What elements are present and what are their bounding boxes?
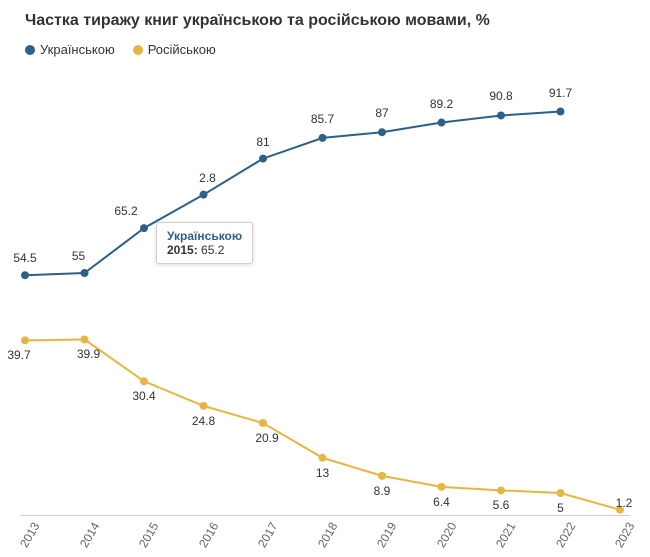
- series-line-0: [25, 112, 561, 276]
- series-point[interactable]: [319, 454, 327, 462]
- data-label: 81: [256, 135, 269, 149]
- data-label: 8.9: [374, 484, 391, 498]
- series-point[interactable]: [438, 119, 446, 127]
- series-point[interactable]: [378, 472, 386, 480]
- legend-marker-rus: [133, 45, 143, 55]
- data-label: 65.2: [114, 204, 137, 218]
- data-label: 30.4: [132, 389, 155, 403]
- data-label: 5: [557, 501, 564, 515]
- x-tick: 2018: [315, 520, 340, 550]
- plot-area: 2013201420152016201720182019202020212022…: [20, 75, 630, 516]
- x-tick: 2023: [612, 520, 637, 550]
- x-tick: 2017: [255, 520, 280, 550]
- series-point[interactable]: [557, 489, 565, 497]
- data-label: 39.9: [77, 347, 100, 361]
- series-point[interactable]: [438, 483, 446, 491]
- data-label: 2.8: [199, 171, 216, 185]
- x-tick: 2021: [493, 520, 518, 550]
- series-point[interactable]: [140, 377, 148, 385]
- series-point[interactable]: [557, 108, 565, 116]
- series-point[interactable]: [378, 128, 386, 136]
- series-line-1: [25, 339, 620, 509]
- legend: Українською Російською: [25, 42, 216, 57]
- x-tick: 2013: [17, 520, 42, 550]
- x-tick: 2014: [77, 520, 102, 550]
- legend-marker-ukr: [25, 45, 35, 55]
- series-point[interactable]: [497, 111, 505, 119]
- data-label: 55: [72, 249, 85, 263]
- series-point[interactable]: [81, 269, 89, 277]
- legend-label-rus: Російською: [148, 42, 216, 57]
- x-tick: 2022: [553, 520, 578, 550]
- data-label: 87: [375, 106, 388, 120]
- x-tick: 2019: [374, 520, 399, 550]
- series-point[interactable]: [497, 486, 505, 494]
- x-tick: 2015: [136, 520, 161, 550]
- legend-item-rus[interactable]: Російською: [133, 42, 216, 57]
- data-label: 6.4: [433, 495, 450, 509]
- series-point[interactable]: [319, 134, 327, 142]
- data-label: 89.2: [430, 97, 453, 111]
- chart-container: Частка тиражу книг українською та російс…: [0, 0, 650, 557]
- data-label: 13: [316, 466, 329, 480]
- series-point[interactable]: [200, 191, 208, 199]
- data-label: 24.8: [192, 414, 215, 428]
- series-point[interactable]: [81, 335, 89, 343]
- data-label: 1.2: [616, 496, 633, 510]
- lines-svg: [20, 75, 630, 515]
- legend-label-ukr: Українською: [40, 42, 115, 57]
- legend-item-ukr[interactable]: Українською: [25, 42, 115, 57]
- data-label: 54.5: [13, 251, 36, 265]
- data-label: 5.6: [493, 498, 510, 512]
- chart-title: Частка тиражу книг українською та російс…: [25, 12, 490, 30]
- series-point[interactable]: [259, 155, 267, 163]
- series-point[interactable]: [21, 336, 29, 344]
- data-label: 90.8: [489, 89, 512, 103]
- data-label: 85.7: [311, 112, 334, 126]
- x-tick: 2020: [434, 520, 459, 550]
- series-point[interactable]: [140, 224, 148, 232]
- series-point[interactable]: [200, 402, 208, 410]
- series-point[interactable]: [21, 271, 29, 279]
- data-label: 91.7: [549, 86, 572, 100]
- data-label: 39.7: [7, 348, 30, 362]
- x-tick: 2016: [196, 520, 221, 550]
- series-point[interactable]: [259, 419, 267, 427]
- data-label: 20.9: [255, 431, 278, 445]
